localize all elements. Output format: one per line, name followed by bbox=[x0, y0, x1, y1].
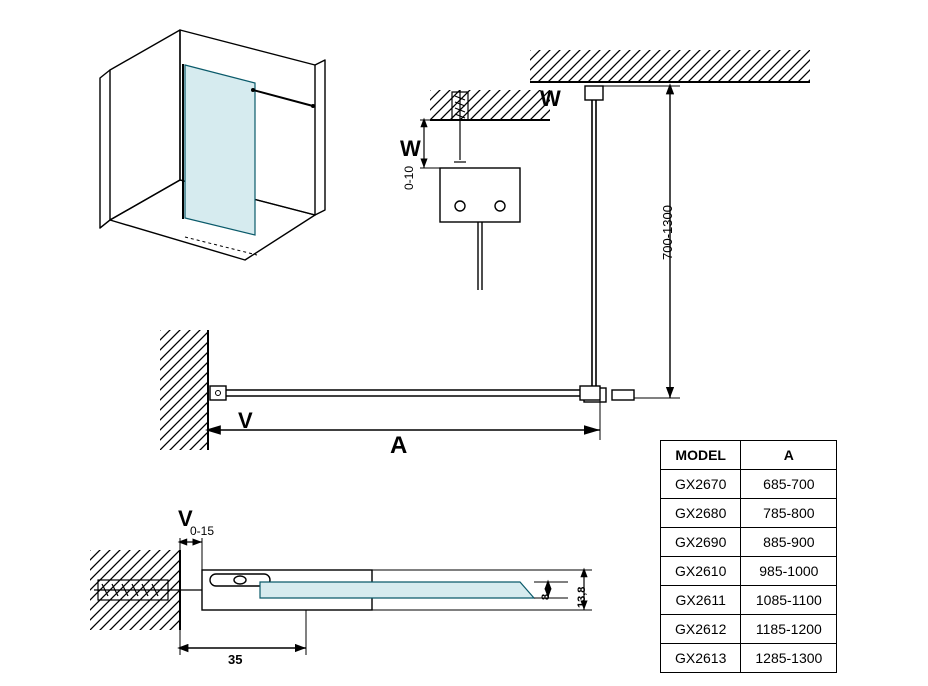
table-cell: 885-900 bbox=[741, 528, 837, 557]
table-row: GX2680785-800 bbox=[661, 499, 837, 528]
dim-gap-v: 0-15 bbox=[190, 524, 214, 538]
iso-corner-drawing bbox=[90, 20, 350, 280]
table-cell: 685-700 bbox=[741, 470, 837, 499]
table-cell: GX2680 bbox=[661, 499, 741, 528]
model-table-header: MODEL bbox=[661, 441, 741, 470]
table-cell: GX2612 bbox=[661, 615, 741, 644]
table-cell: GX2613 bbox=[661, 644, 741, 673]
dim-depth: 35 bbox=[228, 652, 242, 667]
model-table: MODELAGX2670685-700GX2680785-800GX269088… bbox=[660, 440, 837, 673]
dim-profile: 13,8 bbox=[576, 587, 588, 608]
table-row: GX2670685-700 bbox=[661, 470, 837, 499]
table-cell: 1185-1200 bbox=[741, 615, 837, 644]
table-row: GX26131285-1300 bbox=[661, 644, 837, 673]
dim-a: A bbox=[390, 432, 407, 460]
table-cell: GX2670 bbox=[661, 470, 741, 499]
table-row: GX26121185-1200 bbox=[661, 615, 837, 644]
table-cell: GX2690 bbox=[661, 528, 741, 557]
table-cell: GX2611 bbox=[661, 586, 741, 615]
table-cell: 1285-1300 bbox=[741, 644, 837, 673]
table-row: GX2610985-1000 bbox=[661, 557, 837, 586]
table-cell: 985-1000 bbox=[741, 557, 837, 586]
model-table-header: A bbox=[741, 441, 837, 470]
dim-gap-w: 0-10 bbox=[402, 166, 416, 190]
plan-view bbox=[160, 330, 720, 470]
dim-glass: 8 bbox=[540, 594, 552, 600]
table-cell: 1085-1100 bbox=[741, 586, 837, 615]
table-row: GX26111085-1100 bbox=[661, 586, 837, 615]
detail-v bbox=[90, 530, 610, 680]
table-cell: GX2610 bbox=[661, 557, 741, 586]
table-row: GX2690885-900 bbox=[661, 528, 837, 557]
table-cell: 785-800 bbox=[741, 499, 837, 528]
dim-height: 700-1300 bbox=[660, 205, 675, 260]
